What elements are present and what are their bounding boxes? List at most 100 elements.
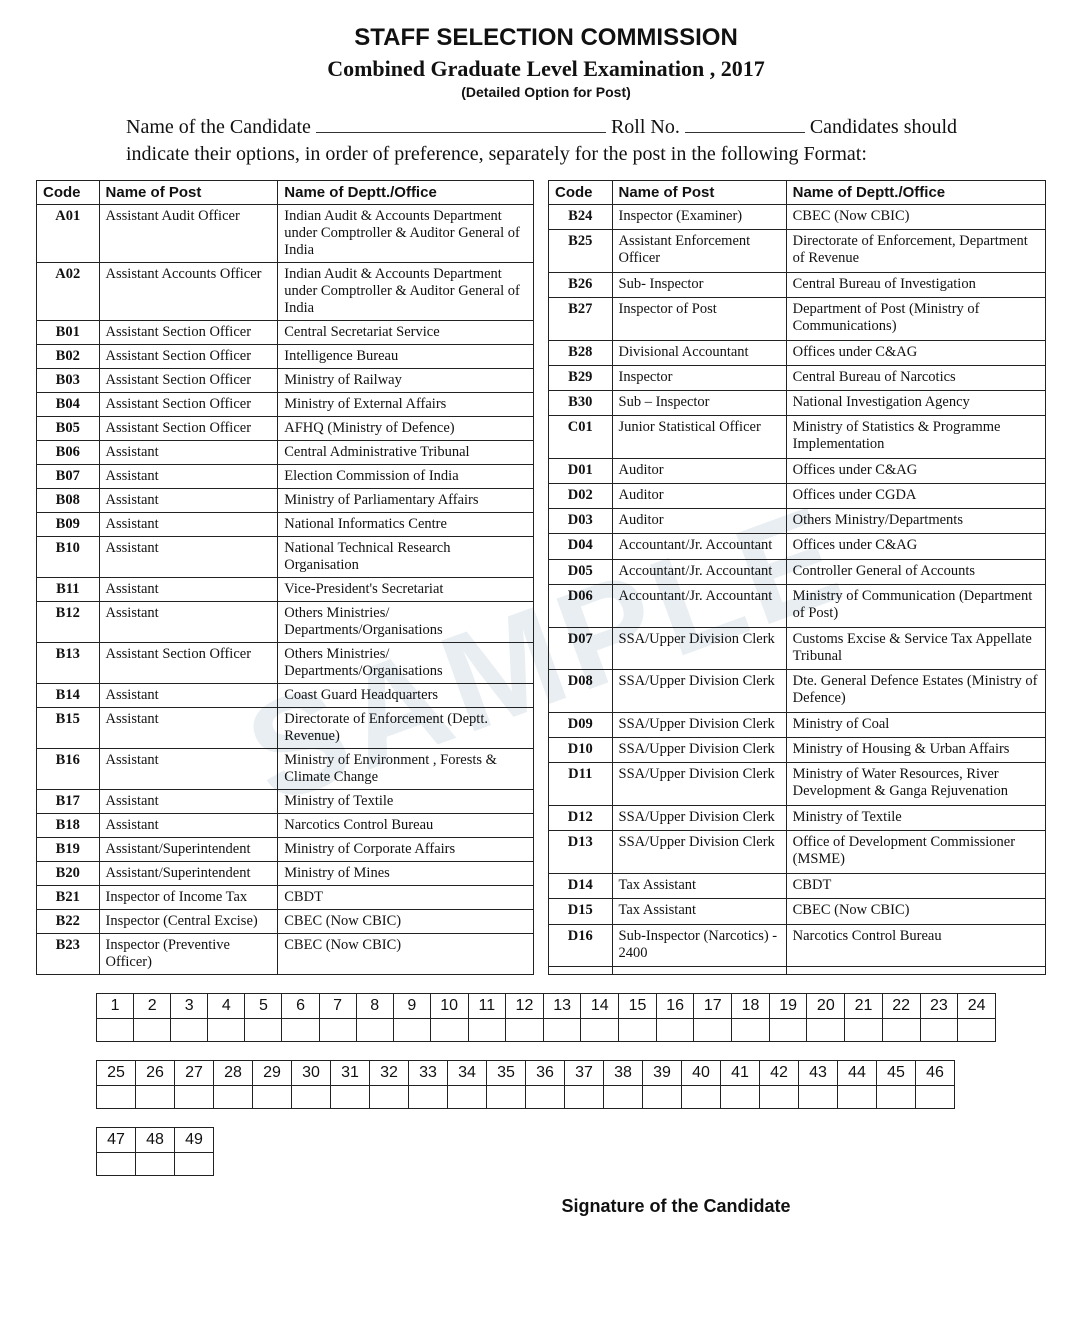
pref-cell[interactable]: [331, 1086, 370, 1109]
pref-cell[interactable]: [393, 1019, 430, 1042]
pref-cell[interactable]: [292, 1086, 331, 1109]
pref-cell[interactable]: [487, 1086, 526, 1109]
table-row: B29InspectorCentral Bureau of Narcotics: [549, 366, 1046, 391]
pref-cell[interactable]: [760, 1086, 799, 1109]
table-row: C01Junior Statistical OfficerMinistry of…: [549, 416, 1046, 459]
pref-cell[interactable]: [136, 1086, 175, 1109]
post-dept: CBEC (Now CBIC): [278, 934, 534, 975]
pref-cell[interactable]: [838, 1086, 877, 1109]
pref-number: 3: [171, 994, 208, 1019]
pref-cell[interactable]: [136, 1153, 175, 1176]
post-name: Inspector (Central Excise): [99, 910, 278, 934]
pref-number: 8: [356, 994, 393, 1019]
pref-cell[interactable]: [468, 1019, 506, 1042]
pref-cell[interactable]: [282, 1019, 319, 1042]
post-name: Assistant Section Officer: [99, 393, 278, 417]
post-dept: Ministry of Coal: [786, 713, 1045, 738]
table-row: B18AssistantNarcotics Control Bureau: [37, 814, 534, 838]
pref-cell[interactable]: [721, 1086, 760, 1109]
pref-cell[interactable]: [319, 1019, 356, 1042]
pref-cell[interactable]: [253, 1086, 292, 1109]
table-row: B01Assistant Section OfficerCentral Secr…: [37, 321, 534, 345]
pref-cell[interactable]: [543, 1019, 581, 1042]
pref-number: 29: [253, 1061, 292, 1086]
post-code: D03: [549, 509, 613, 534]
post-code: B01: [37, 321, 100, 345]
pref-cell[interactable]: [448, 1086, 487, 1109]
candidate-name-blank[interactable]: [316, 114, 606, 133]
pref-cell[interactable]: [208, 1019, 245, 1042]
table-row: B20Assistant/SuperintendentMinistry of M…: [37, 862, 534, 886]
pref-cell[interactable]: [430, 1019, 468, 1042]
table-row: B13Assistant Section OfficerOthers Minis…: [37, 643, 534, 684]
post-name: SSA/Upper Division Clerk: [612, 670, 786, 713]
pref-number: 23: [920, 994, 958, 1019]
table-row: B04Assistant Section OfficerMinistry of …: [37, 393, 534, 417]
pref-cell[interactable]: [97, 1019, 134, 1042]
pref-cell[interactable]: [656, 1019, 694, 1042]
pref-cell[interactable]: [409, 1086, 448, 1109]
post-code: B15: [37, 708, 100, 749]
pref-number: 16: [656, 994, 694, 1019]
table-row: B30Sub – InspectorNational Investigation…: [549, 391, 1046, 416]
pref-cell[interactable]: [175, 1153, 214, 1176]
pref-cell[interactable]: [643, 1086, 682, 1109]
post-code: B03: [37, 369, 100, 393]
table-row: B11AssistantVice-President's Secretariat: [37, 578, 534, 602]
pref-cell[interactable]: [604, 1086, 643, 1109]
pref-cell[interactable]: [958, 1019, 996, 1042]
pref-cell[interactable]: [506, 1019, 544, 1042]
pref-number: 19: [769, 994, 807, 1019]
post-dept: CBEC (Now CBIC): [278, 910, 534, 934]
table-row: B05Assistant Section OfficerAFHQ (Minist…: [37, 417, 534, 441]
pref-cell[interactable]: [565, 1086, 604, 1109]
pref-cell[interactable]: [619, 1019, 657, 1042]
table-row: B25Assistant Enforcement OfficerDirector…: [549, 230, 1046, 273]
pref-cell[interactable]: [356, 1019, 393, 1042]
post-name: Inspector of Post: [612, 298, 786, 341]
pref-cell[interactable]: [526, 1086, 565, 1109]
pref-cell[interactable]: [916, 1086, 955, 1109]
post-dept: Ministry of Statistics & Programme Imple…: [786, 416, 1045, 459]
post-name: Assistant: [99, 814, 278, 838]
pref-number: 44: [838, 1061, 877, 1086]
post-dept: Ministry of Textile: [786, 806, 1045, 831]
pref-cell[interactable]: [845, 1019, 883, 1042]
post-code: B10: [37, 537, 100, 578]
pref-cell[interactable]: [694, 1019, 732, 1042]
pref-cell[interactable]: [97, 1086, 136, 1109]
post-code: D04: [549, 534, 613, 559]
header-title-3: (Detailed Option for Post): [36, 84, 1056, 100]
pref-number: 4: [208, 994, 245, 1019]
pref-cell[interactable]: [171, 1019, 208, 1042]
post-dept: Ministry of Environment , Forests & Clim…: [278, 749, 534, 790]
post-name: Assistant Section Officer: [99, 643, 278, 684]
post-code: B20: [37, 862, 100, 886]
pref-cell[interactable]: [245, 1019, 282, 1042]
pref-cell[interactable]: [799, 1086, 838, 1109]
pref-cell[interactable]: [134, 1019, 171, 1042]
pref-cell[interactable]: [769, 1019, 807, 1042]
table-row: B19Assistant/SuperintendentMinistry of C…: [37, 838, 534, 862]
pref-cell[interactable]: [732, 1019, 770, 1042]
pref-cell[interactable]: [370, 1086, 409, 1109]
pref-cell[interactable]: [581, 1019, 619, 1042]
pref-cell[interactable]: [882, 1019, 920, 1042]
post-name: Assistant: [99, 513, 278, 537]
pref-cell[interactable]: [682, 1086, 721, 1109]
pref-cell[interactable]: [920, 1019, 958, 1042]
table-row: D08SSA/Upper Division ClerkDte. General …: [549, 670, 1046, 713]
post-dept: Directorate of Enforcement, Department o…: [786, 230, 1045, 273]
post-dept: CBEC (Now CBIC): [786, 899, 1045, 924]
pref-cell[interactable]: [175, 1086, 214, 1109]
post-dept: Customs Excise & Service Tax Appellate T…: [786, 627, 1045, 670]
roll-no-blank[interactable]: [685, 114, 805, 133]
table-row: B09AssistantNational Informatics Centre: [37, 513, 534, 537]
post-dept: Vice-President's Secretariat: [278, 578, 534, 602]
pref-cell[interactable]: [97, 1153, 136, 1176]
post-name: Inspector of Income Tax: [99, 886, 278, 910]
pref-cell[interactable]: [877, 1086, 916, 1109]
pref-number: 5: [245, 994, 282, 1019]
pref-cell[interactable]: [214, 1086, 253, 1109]
pref-cell[interactable]: [807, 1019, 845, 1042]
